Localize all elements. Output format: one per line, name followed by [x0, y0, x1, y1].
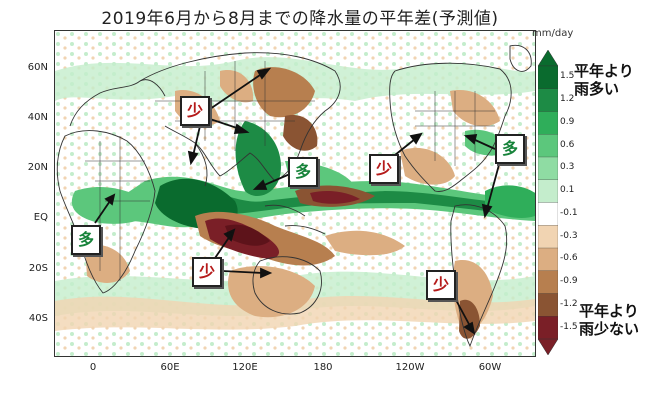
colorbar-swatch	[538, 88, 558, 113]
lon-label-60w: 60W	[478, 362, 502, 373]
colorbar-swatch	[538, 316, 558, 340]
lat-label-eq: EQ	[33, 212, 48, 223]
callout-dry-indian: 少	[192, 257, 222, 287]
colorbar-swatch	[538, 111, 558, 135]
legend-wet-label: 平年より 雨多い	[574, 62, 634, 98]
colorbar-tick-label: 1.2	[560, 94, 575, 105]
legend-dry-label: 平年より 雨少ない	[579, 302, 639, 338]
colorbar-tick-label: -0.6	[560, 253, 578, 264]
map-canvas	[55, 31, 535, 356]
colorbar-unit: mm/day	[532, 28, 574, 39]
page-title: 2019年6月から8月までの降水量の平年差(予測値)	[101, 9, 499, 29]
colorbar-top-arrow	[538, 50, 558, 67]
colorbar-tick-label: -0.1	[560, 207, 578, 218]
colorbar-swatch	[538, 65, 558, 90]
colorbar-swatch	[538, 202, 558, 226]
lat-label-20s: 20S	[28, 263, 48, 274]
colorbar-swatch	[538, 270, 558, 295]
colorbar-swatch	[538, 247, 558, 272]
lon-label-180: 180	[313, 362, 333, 373]
callout-wet-pacific: 多	[288, 157, 318, 187]
lon-label-120e: 120E	[232, 362, 258, 373]
callout-dry-asia: 少	[180, 96, 210, 126]
lat-label-20n: 20N	[27, 162, 48, 173]
colorbar-bottom-arrow	[538, 338, 558, 355]
colorbar-tick-label: 0.6	[560, 139, 575, 150]
colorbar-swatch	[538, 156, 558, 181]
colorbar-swatch	[538, 225, 558, 249]
lon-label-0: 0	[89, 362, 97, 373]
precip-anomaly-map	[54, 30, 536, 357]
colorbar-swatch	[538, 293, 558, 317]
callout-wet-atlantic: 多	[495, 134, 525, 164]
lat-label-40s: 40S	[28, 313, 48, 324]
colorbar-tick-label: -0.3	[560, 230, 578, 241]
lon-label-60e: 60E	[160, 362, 180, 373]
colorbar	[538, 50, 558, 355]
lon-label-120w: 120W	[395, 362, 425, 373]
callout-wet-africa: 多	[71, 225, 101, 255]
callout-arrows	[94, 67, 501, 335]
colorbar-tick-label: 1.5	[560, 71, 575, 82]
lat-label-40n: 40N	[27, 112, 48, 123]
colorbar-swatch	[538, 179, 558, 204]
colorbar-swatch	[538, 134, 558, 158]
colorbar-tick-label: 0.9	[560, 116, 575, 127]
callout-dry-samerica: 少	[426, 270, 456, 300]
legend-wet-line2: 雨多い	[574, 80, 620, 98]
colorbar-tick-label: -1.2	[560, 298, 578, 309]
colorbar-tick-label: 0.1	[560, 185, 575, 196]
colorbar-tick-label: 0.3	[560, 162, 575, 173]
lat-label-60n: 60N	[27, 62, 48, 73]
callout-dry-namerica: 少	[369, 154, 399, 184]
colorbar-tick-label: -1.5	[560, 321, 578, 332]
colorbar-tick-label: -0.9	[560, 276, 578, 287]
legend-dry-line2: 雨少ない	[579, 320, 640, 338]
legend-dry-line1: 平年より	[579, 302, 639, 320]
legend-wet-line1: 平年より	[574, 62, 634, 80]
